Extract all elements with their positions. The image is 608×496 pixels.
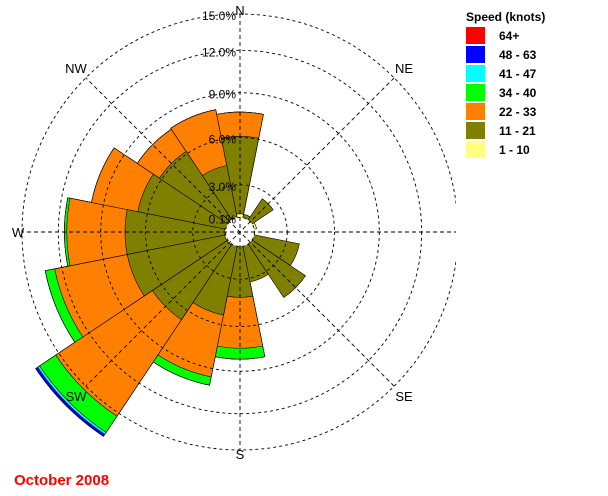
legend-swatch [466,122,485,139]
legend-item-34-40: 34 - 40 [466,83,606,102]
sector-11-21-15 [201,165,241,233]
legend-title: Speed (knots) [466,10,546,24]
ring-label-0: 0.1% [209,213,237,227]
legend-swatch [466,65,485,82]
legend-label: 34 - 40 [499,85,537,100]
speed-legend: Speed (knots) 64+ 48 - 63 41 - 47 34 - 40 22… [466,8,606,159]
legend-swatch [466,27,485,44]
wind-rose-chart: NNEESESSWWNW0.1%3.0%6.0%9.0%12.0%15.0% [12,3,456,462]
ring-label-2: 6.0% [209,133,237,147]
legend-label: 11 - 21 [499,123,536,138]
ring-label-5: 15.0% [202,9,236,23]
legend-swatch [466,46,485,63]
legend-item-41-47: 41 - 47 [466,64,606,83]
legend-item-48-63: 48 - 63 [466,45,606,64]
sector-11-21-13 [137,173,241,233]
ring-label-3: 9.0% [209,88,237,102]
legend-label: 48 - 63 [499,47,537,62]
legend-item-22-33: 22 - 33 [466,102,606,121]
grid-ring-2 [145,137,335,327]
legend-item-1-10: 1 - 10 [466,140,606,159]
legend-item-11-21: 11 - 21 [466,121,606,140]
direction-label-nw: NW [65,61,87,76]
sector-layer [35,109,306,437]
period-label: October 2008 [14,472,110,489]
label-layer: NNEESESSWWNW0.1%3.0%6.0%9.0%12.0%15.0% [12,3,413,462]
legend-label: 41 - 47 [499,66,537,81]
direction-label-w: W [12,225,25,240]
direction-label-se: SE [395,389,413,404]
grid-layer [21,13,456,451]
direction-label-n: N [235,3,244,18]
legend-label: 1 - 10 [499,142,530,157]
legend-label: 22 - 33 [499,104,537,119]
legend-items: 64+ 48 - 63 41 - 47 34 - 40 22 - 33 11 - 21 1 … [466,26,606,159]
ring-label-1: 3.0% [209,180,237,194]
legend-swatch [466,103,485,120]
ring-label-4: 12.0% [202,45,236,59]
grid-spoke-135 [85,77,395,387]
direction-label-s: S [236,447,245,462]
legend-swatch [466,141,485,158]
direction-label-sw: SW [66,389,88,404]
legend-swatch [466,84,485,101]
legend-label: 64+ [499,28,520,43]
legend-item-64: 64+ [466,26,606,45]
direction-label-ne: NE [395,61,413,76]
